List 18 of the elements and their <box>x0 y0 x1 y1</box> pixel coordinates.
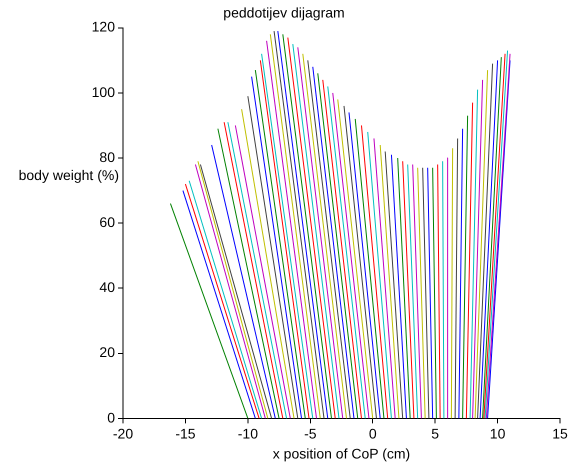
x-tick-label: 15 <box>552 426 568 442</box>
y-tick-label: 20 <box>99 344 116 360</box>
x-tick-label: 10 <box>490 426 506 442</box>
x-tick-label: -20 <box>112 426 134 442</box>
x-axis-title: x position of CoP (cm) <box>272 445 410 462</box>
x-tick-label: -5 <box>304 426 317 442</box>
y-axis-title: body weight (%) <box>18 167 119 184</box>
y-tick-label: 0 <box>107 409 116 426</box>
x-tick-label: -10 <box>238 426 258 442</box>
x-tick-label: 5 <box>431 426 440 442</box>
chart-title: peddotijev dijagram <box>223 4 345 20</box>
y-tick-label: 120 <box>92 18 116 35</box>
x-tick-label: -15 <box>175 426 196 442</box>
y-tick-label: 60 <box>99 214 116 230</box>
x-tick-label: 0 <box>368 426 377 442</box>
y-tick-label: 100 <box>92 84 116 100</box>
y-tick-label: 80 <box>99 148 116 165</box>
y-tick-label: 40 <box>99 279 116 296</box>
